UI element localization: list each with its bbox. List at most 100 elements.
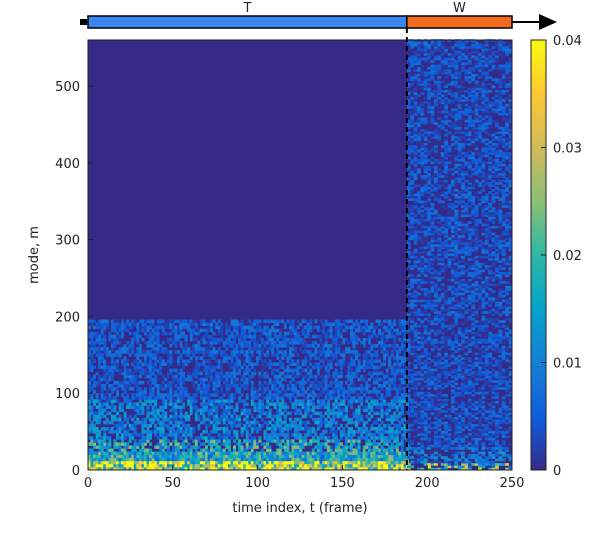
heatmap-cell bbox=[413, 313, 418, 317]
heatmap-cell bbox=[205, 334, 208, 339]
heatmap-cell bbox=[199, 393, 203, 397]
heatmap-cell bbox=[164, 463, 168, 468]
heatmap-cell bbox=[319, 319, 323, 323]
heatmap-cell bbox=[115, 350, 119, 354]
heatmap-cell bbox=[220, 362, 224, 366]
heatmap-cell bbox=[393, 439, 397, 443]
heatmap-cell bbox=[93, 331, 97, 336]
heatmap-cell bbox=[420, 122, 425, 125]
heatmap-cell bbox=[115, 362, 119, 366]
heatmap-cell bbox=[420, 255, 425, 259]
heatmap-cell bbox=[103, 466, 107, 471]
heatmap-cell bbox=[306, 411, 310, 416]
heatmap-cell bbox=[367, 466, 371, 471]
heatmap-cell bbox=[309, 463, 313, 468]
heatmap-cell bbox=[197, 460, 201, 465]
heatmap-cell bbox=[88, 399, 91, 403]
heatmap-cell bbox=[339, 359, 343, 363]
heatmap-cell bbox=[202, 377, 206, 382]
heatmap-cell bbox=[131, 387, 135, 391]
heatmap-cell bbox=[95, 433, 99, 437]
heatmap-cell bbox=[207, 322, 211, 327]
heatmap-cell bbox=[131, 325, 135, 330]
heatmap-cell bbox=[281, 356, 285, 360]
heatmap-cell bbox=[240, 331, 244, 336]
heatmap-cell bbox=[410, 320, 415, 323]
heatmap-cell bbox=[403, 334, 407, 339]
heatmap-cell bbox=[268, 402, 272, 406]
heatmap-cell bbox=[360, 460, 364, 465]
heatmap-cell bbox=[271, 337, 275, 342]
heatmap-cell bbox=[273, 396, 277, 400]
heatmap-cell bbox=[352, 347, 356, 351]
heatmap-cell bbox=[334, 420, 338, 425]
heatmap-cell bbox=[169, 457, 173, 462]
heatmap-cell bbox=[410, 159, 415, 162]
heatmap-cell bbox=[365, 399, 369, 403]
heatmap-cell bbox=[299, 460, 303, 465]
heatmap-cell bbox=[365, 353, 369, 357]
heatmap-cell bbox=[427, 368, 431, 372]
heatmap-cell bbox=[143, 390, 147, 394]
heatmap-cell bbox=[324, 331, 328, 336]
heatmap-cell bbox=[410, 119, 415, 123]
heatmap-cell bbox=[347, 368, 351, 373]
heatmap-cell bbox=[319, 334, 323, 339]
heatmap-cell bbox=[337, 371, 341, 376]
heatmap-cell bbox=[133, 460, 137, 465]
heatmap-cell bbox=[113, 362, 117, 366]
heatmap-cell bbox=[427, 228, 431, 231]
heatmap-cell bbox=[212, 353, 216, 357]
heatmap-cell bbox=[113, 417, 117, 422]
heatmap-cell bbox=[243, 399, 247, 403]
heatmap-cell bbox=[133, 377, 137, 382]
heatmap-cell bbox=[324, 337, 328, 342]
heatmap-cell bbox=[427, 271, 431, 275]
heatmap-cell bbox=[177, 319, 180, 323]
heatmap-cell bbox=[187, 423, 191, 428]
heatmap-cell bbox=[253, 436, 257, 440]
heatmap-cell bbox=[271, 319, 275, 323]
heatmap-cell bbox=[350, 463, 353, 468]
heatmap-cell bbox=[202, 353, 206, 357]
heatmap-cell bbox=[334, 402, 338, 406]
heatmap-cell bbox=[311, 448, 315, 452]
heatmap-cell bbox=[362, 454, 366, 459]
heatmap-cell bbox=[240, 442, 244, 446]
heatmap-cell bbox=[304, 454, 308, 459]
heatmap-cell bbox=[138, 460, 142, 465]
heatmap-cell bbox=[179, 417, 183, 422]
heatmap-cell bbox=[367, 341, 371, 345]
heatmap-cell bbox=[184, 430, 188, 434]
heatmap-cell bbox=[90, 344, 94, 348]
heatmap-cell bbox=[184, 353, 188, 357]
heatmap-cell bbox=[296, 427, 300, 431]
heatmap-cell bbox=[276, 390, 280, 394]
heatmap-cell bbox=[403, 393, 407, 397]
heatmap-cell bbox=[159, 442, 163, 446]
heatmap-cell bbox=[136, 331, 140, 336]
heatmap-cell bbox=[133, 331, 137, 336]
heatmap-cell bbox=[423, 453, 428, 457]
heatmap-cell bbox=[395, 439, 399, 443]
heatmap-cell bbox=[291, 463, 295, 468]
heatmap-cell bbox=[367, 377, 371, 382]
heatmap-cell bbox=[146, 380, 150, 385]
heatmap-cell bbox=[314, 319, 318, 323]
heatmap-cell bbox=[413, 129, 418, 132]
heatmap-cell bbox=[273, 374, 277, 379]
heatmap-cell bbox=[306, 402, 310, 406]
heatmap-cell bbox=[355, 414, 359, 419]
heatmap-cell bbox=[136, 442, 140, 446]
heatmap-cell bbox=[227, 325, 231, 330]
heatmap-cell bbox=[296, 411, 300, 416]
heatmap-cell bbox=[286, 356, 290, 360]
heatmap-cell bbox=[372, 457, 376, 462]
heatmap-cell bbox=[319, 365, 323, 370]
heatmap-cell bbox=[417, 69, 421, 72]
heatmap-cell bbox=[372, 439, 376, 443]
heatmap-cell bbox=[294, 466, 298, 471]
heatmap-cell bbox=[260, 460, 264, 465]
heatmap-cell bbox=[194, 387, 198, 391]
heatmap-cell bbox=[417, 73, 421, 77]
